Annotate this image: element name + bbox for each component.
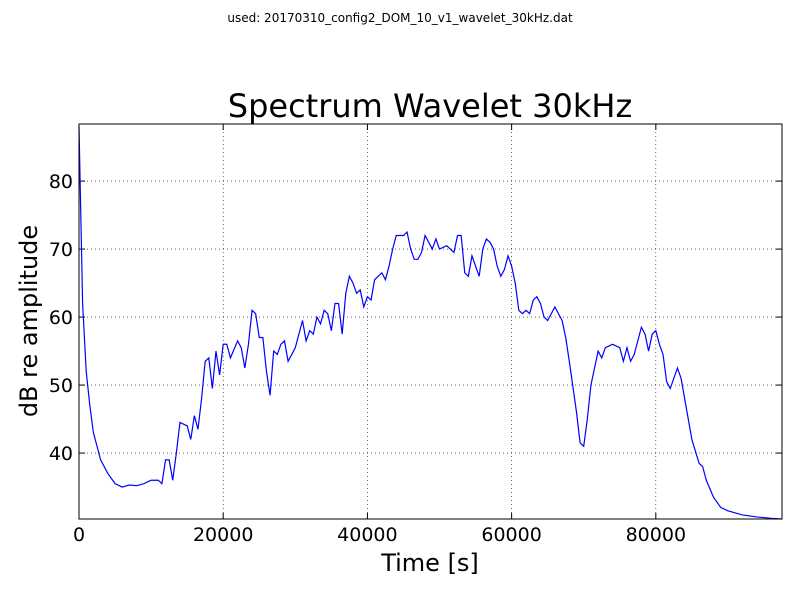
y-tick-label: 40 xyxy=(49,443,73,465)
x-tick-label: 0 xyxy=(73,524,85,546)
x-tick-label: 20000 xyxy=(193,524,253,546)
plot-frame xyxy=(78,123,783,520)
x-tick-label: 80000 xyxy=(626,524,686,546)
y-tick-label: 80 xyxy=(49,171,73,193)
y-tick-label: 50 xyxy=(49,375,73,397)
y-tick-label: 70 xyxy=(49,239,73,261)
y-axis-label: dB re amplitude xyxy=(15,225,43,417)
chart-title: Spectrum Wavelet 30kHz xyxy=(228,87,632,125)
y-tick-label: 60 xyxy=(49,307,73,329)
data-line xyxy=(78,126,783,520)
x-tick-label: 40000 xyxy=(337,524,397,546)
x-tick-label: 60000 xyxy=(481,524,541,546)
x-axis-label: Time [s] xyxy=(380,549,479,577)
suptitle: used: 20170310_config2_DOM_10_v1_wavelet… xyxy=(227,11,573,25)
